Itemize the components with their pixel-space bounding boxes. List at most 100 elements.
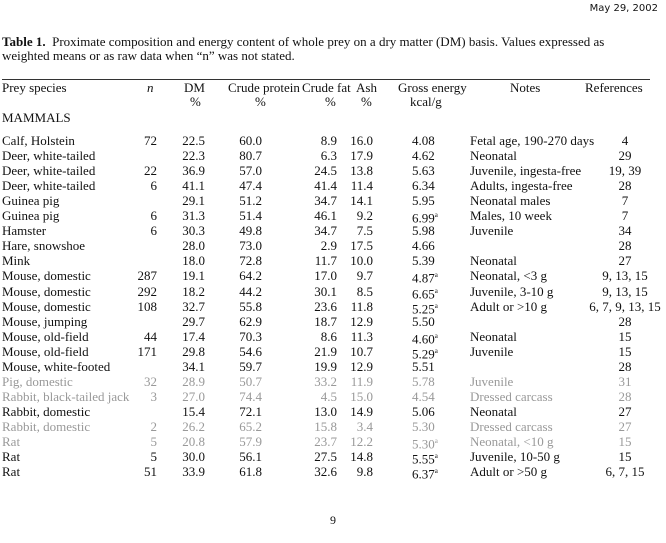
table-row: Mouse, white-footed 34.1 59.7 19.9 12.9 5.51 2…: [0, 359, 666, 374]
cell-notes: Adult or >50 g: [470, 464, 547, 479]
cell-ash: 12.2: [350, 434, 373, 449]
cell-species: Mouse, domestic: [2, 284, 91, 299]
cell-dm: 34.1: [182, 359, 205, 374]
cell-refs-text: 28: [618, 388, 632, 404]
cell-notes: Neonatal: [470, 253, 517, 268]
cell-notes: Adult or >10 g: [470, 299, 547, 314]
table-row: Guinea pig 6 31.3 51.4 46.1 9.2 6.99a Males, 10…: [0, 208, 666, 225]
cell-notes-text: Juvenile, ingesta-free: [470, 163, 582, 179]
cell-fat: 34.7: [314, 223, 337, 238]
cell-notes: Neonatal males: [470, 193, 551, 208]
cell-ge-text: 5.06: [412, 403, 435, 419]
cell-ash-text: 10.0: [350, 253, 373, 269]
cell-ge-text: 5.25: [412, 300, 435, 316]
cell-fat-text: 34.7: [314, 223, 337, 239]
cell-ash-text: 14.1: [350, 193, 373, 209]
cell-fat-text: 4.5: [320, 388, 337, 404]
footnote-marker: a: [434, 467, 438, 476]
col-species: Prey species: [2, 80, 67, 95]
cell-dm-text: 28.9: [182, 373, 205, 389]
cell-ash: 11.8: [351, 299, 373, 314]
table-row: Pig, domestic 32 28.9 50.7 33.2 11.9 5.78 Juven…: [0, 374, 666, 389]
cell-n-text: 5: [150, 449, 158, 465]
cell-ge: 5.30: [412, 419, 435, 434]
cell-notes: Juvenile, 3-10 g: [470, 284, 553, 299]
cell-species: Rat: [2, 464, 20, 479]
footnote-marker: a: [434, 346, 438, 355]
cell-fat: 8.9: [321, 133, 337, 148]
cell-cp-text: 44.2: [239, 283, 262, 299]
cell-refs: 19, 39: [575, 163, 666, 178]
cell-dm: 20.8: [182, 434, 205, 449]
table-row: Hamster 6 30.3 49.8 34.7 7.5 5.98 Juvenile 34: [0, 223, 666, 238]
caption-label: Table 1.: [2, 34, 46, 49]
cell-dm: 22.5: [182, 133, 205, 148]
cell-n-text: 5: [150, 434, 158, 449]
cell-ash-text: 15.0: [350, 388, 373, 404]
cell-fat: 11.7: [315, 253, 337, 268]
cell-dm: 32.7: [182, 299, 205, 314]
date-header: May 29, 2002: [589, 3, 658, 14]
cell-refs: 9, 13, 15: [575, 268, 666, 283]
cell-notes-text: Neonatal, <3 g: [470, 268, 548, 284]
col-ge-unit: kcal/g: [410, 94, 442, 109]
cell-ash: 10.7: [350, 344, 373, 359]
cell-species: Hamster: [2, 223, 46, 238]
cell-n-text: 44: [144, 328, 157, 344]
cell-fat: 27.5: [314, 449, 337, 464]
table-row: Mouse, domestic 287 19.1 64.2 17.0 9.7 4.87a Ne…: [0, 268, 666, 286]
cell-notes-text: Neonatal, <10 g: [470, 434, 554, 449]
cell-notes: Dressed carcass: [470, 419, 553, 434]
cell-refs: 28: [575, 238, 666, 253]
cell-dm: 29.7: [182, 314, 205, 329]
cell-dm-text: 29.1: [182, 193, 205, 209]
cell-fat: 30.1: [314, 284, 337, 299]
cell-n-text: 6: [150, 208, 158, 224]
cell-species-text: Mouse, old-field: [2, 343, 89, 359]
cell-ge-text: 5.63: [412, 163, 435, 179]
cell-cp: 50.7: [239, 374, 262, 389]
cell-ash-text: 11.3: [350, 328, 373, 344]
cell-refs: 34: [575, 223, 666, 238]
cell-fat-text: 23.6: [314, 298, 337, 314]
cell-ash: 9.8: [357, 464, 373, 479]
cell-cp: 62.9: [239, 314, 262, 329]
cell-n-text: 32: [144, 373, 157, 389]
cell-refs: 15: [575, 344, 666, 359]
cell-ash: 15.0: [350, 389, 373, 404]
cell-refs-text: 6, 7, 9, 13, 15: [589, 298, 661, 314]
cell-n: 3: [151, 389, 158, 404]
cell-fat-text: 6.3: [320, 148, 337, 164]
table-row: Rabbit, domestic 2 26.2 65.2 15.8 3.4 5.30 Dres…: [0, 419, 666, 434]
cell-n: 6: [151, 178, 158, 193]
cell-dm-text: 27.0: [182, 388, 205, 404]
cell-n-text: 292: [137, 283, 158, 299]
cell-cp-text: 51.4: [239, 208, 262, 224]
cell-cp-text: 73.0: [239, 238, 262, 254]
cell-cp: 49.8: [239, 223, 262, 238]
cell-dm: 36.9: [182, 163, 205, 178]
cell-ge-text: 4.60: [412, 330, 435, 346]
col-ash-unit: %: [361, 94, 372, 109]
cell-cp-text: 61.8: [239, 464, 262, 480]
table-row: Deer, white-tailed 6 41.1 47.4 41.4 11.4 6.34 A…: [0, 178, 666, 193]
cell-ge-text: 4.87: [412, 270, 435, 286]
cell-refs-text: 7: [621, 193, 629, 209]
cell-species: Mouse, old-field: [2, 329, 89, 344]
caption-text: Proximate composition and energy content…: [2, 34, 605, 63]
cell-dm-text: 30.3: [182, 223, 205, 239]
cell-dm-text: 20.8: [182, 434, 205, 449]
cell-fat-text: 11.7: [314, 253, 337, 269]
cell-refs: 6, 7, 9, 13, 15: [575, 299, 666, 314]
cell-dm-text: 29.8: [182, 343, 205, 359]
cell-ash-text: 12.9: [350, 358, 373, 374]
cell-fat: 34.7: [314, 193, 337, 208]
table-caption: Table 1. Proximate composition and energ…: [2, 35, 652, 63]
cell-notes: Neonatal, <3 g: [470, 268, 547, 283]
cell-species-text: Mouse, jumping: [2, 313, 88, 329]
cell-ge-text: 5.50: [412, 313, 435, 329]
cell-ash-text: 9.2: [356, 208, 373, 224]
table-header: Prey species n DM % Crude protein % Crud…: [0, 79, 666, 111]
cell-notes-text: Juvenile, 10-50 g: [470, 449, 560, 465]
cell-dm-text: 41.1: [182, 178, 205, 194]
